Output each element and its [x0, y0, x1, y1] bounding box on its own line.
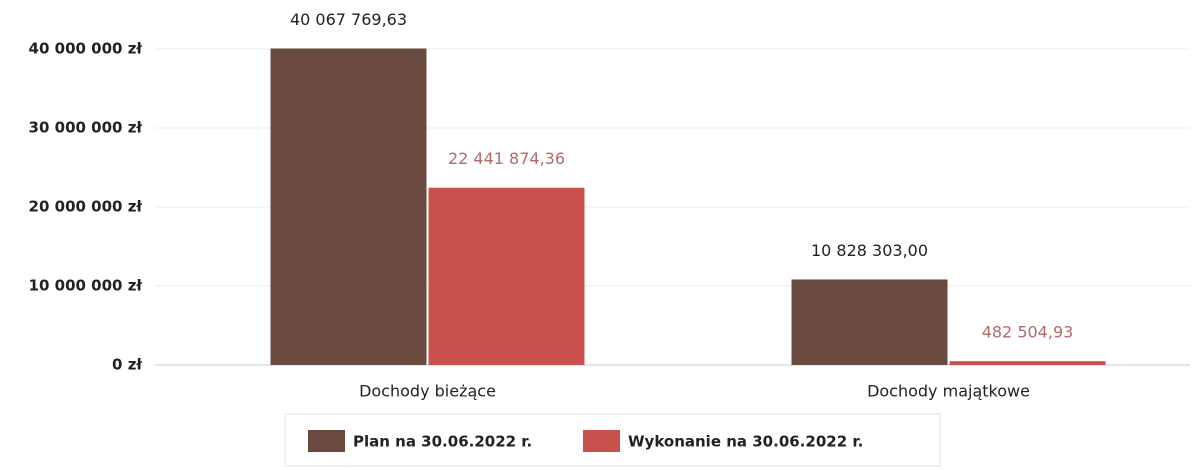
y-tick-label: 20 000 000 zł [29, 198, 143, 216]
legend-swatch [583, 430, 620, 452]
x-tick-label: Dochody majątkowe [867, 382, 1030, 401]
value-label: 22 441 874,36 [448, 149, 565, 168]
value-label: 482 504,93 [982, 323, 1074, 342]
legend-label: Plan na 30.06.2022 r. [353, 433, 532, 451]
y-tick-label: 30 000 000 zł [29, 119, 143, 137]
y-tick-label: 10 000 000 zł [29, 277, 143, 295]
value-label: 10 828 303,00 [811, 241, 928, 260]
bar [791, 279, 948, 365]
x-tick-label: Dochody bieżące [359, 382, 496, 401]
y-tick-label: 40 000 000 zł [29, 40, 143, 58]
value-label: 40 067 769,63 [290, 10, 407, 29]
legend-label: Wykonanie na 30.06.2022 r. [628, 433, 863, 451]
y-tick-label: 0 zł [112, 356, 142, 374]
legend-swatch [308, 430, 345, 452]
bar [428, 187, 585, 365]
bar [270, 48, 427, 365]
bar [949, 361, 1106, 365]
